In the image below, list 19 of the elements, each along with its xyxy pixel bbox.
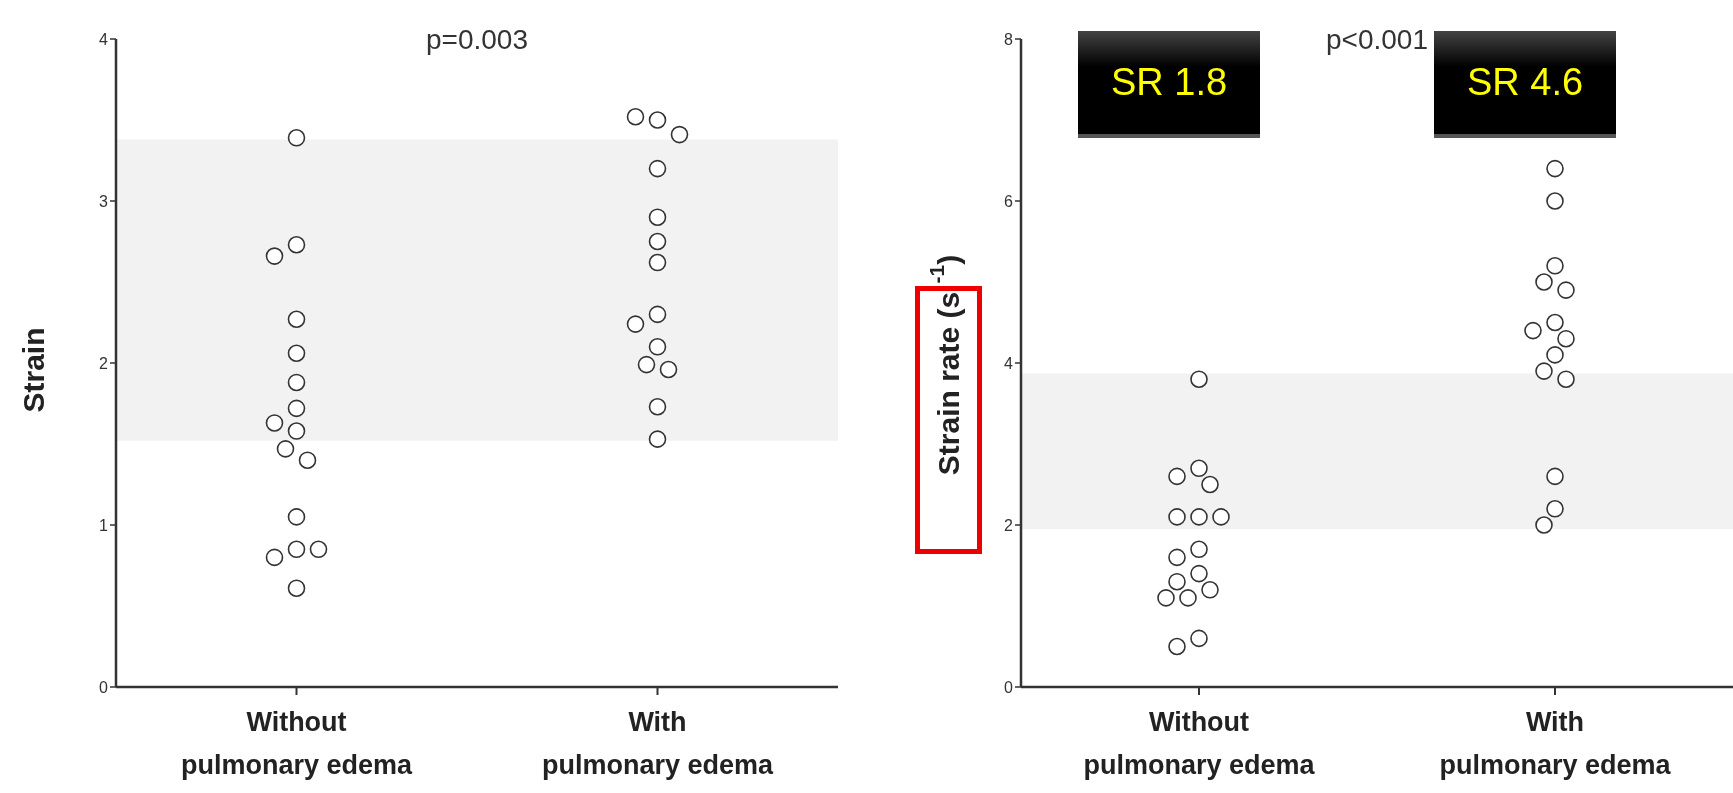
y-tick-label: 0 [1004, 678, 1014, 696]
chart-title: p<0.001 [1326, 23, 1428, 55]
x-tick-label: Without pulmonary edema [1083, 707, 1316, 780]
y-tick-label: 3 [99, 192, 109, 210]
y-tick-label: 2 [1004, 516, 1014, 534]
annotation: SR 4.6 [1434, 31, 1616, 138]
chart-title: p=0.003 [426, 23, 528, 55]
y-tick-label: 2 [99, 354, 109, 372]
y-tick-label: 4 [1004, 354, 1014, 372]
y-axis-title: Strain [16, 327, 50, 413]
annotation: SR 1.8 [1078, 31, 1260, 138]
x-tick-label: Without pulmonary edema [180, 707, 414, 780]
y-tick-label: 1 [99, 516, 109, 534]
y-tick-label: 6 [1004, 192, 1014, 210]
y-tick-label: 8 [1004, 30, 1014, 48]
y-tick-label: 0 [99, 678, 109, 696]
x-tick-label: With pulmonary edema [1439, 707, 1672, 780]
x-tick-label: With pulmonary edema [541, 707, 775, 780]
y-tick-label: 4 [99, 30, 109, 48]
